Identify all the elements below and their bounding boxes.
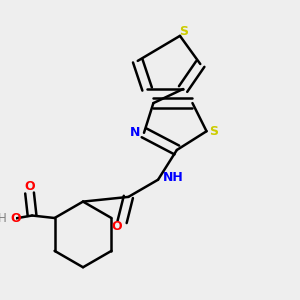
Text: O: O: [11, 212, 21, 225]
Text: H: H: [0, 212, 6, 225]
Text: N: N: [130, 126, 140, 139]
Text: O: O: [111, 220, 122, 233]
Text: S: S: [179, 25, 188, 38]
Text: S: S: [209, 125, 218, 138]
Text: O: O: [24, 180, 35, 193]
Text: NH: NH: [163, 171, 184, 184]
